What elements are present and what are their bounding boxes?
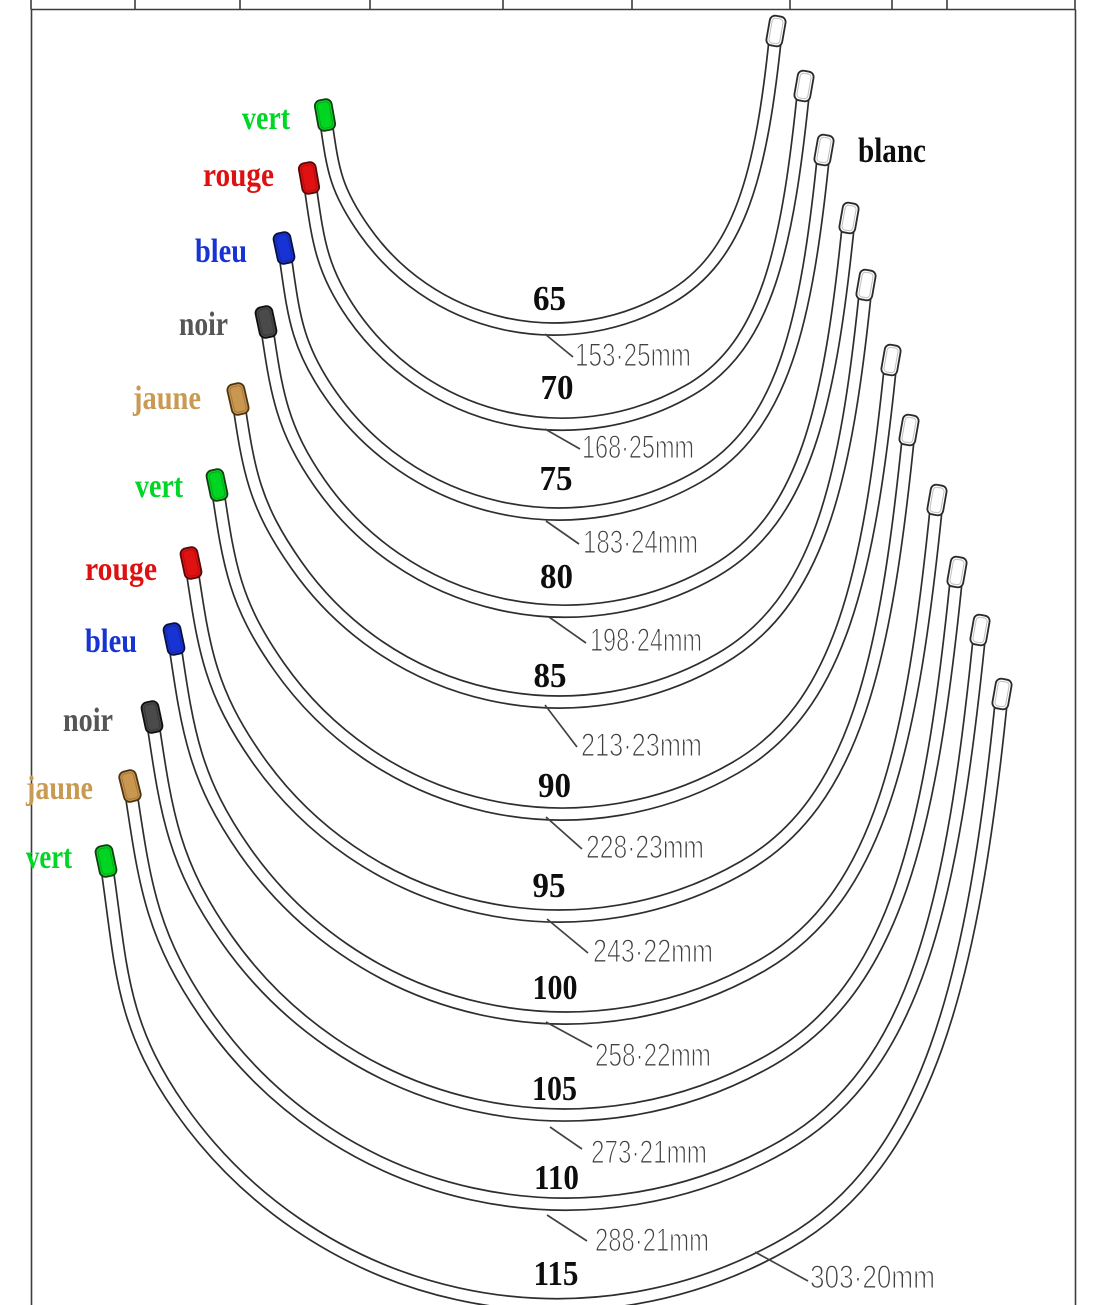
svg-text:noir: noir xyxy=(179,306,228,343)
svg-text:288·21mm: 288·21mm xyxy=(595,1222,709,1258)
svg-text:rouge: rouge xyxy=(203,157,274,194)
svg-text:70: 70 xyxy=(541,368,574,407)
svg-text:90: 90 xyxy=(538,766,571,805)
svg-text:vert: vert xyxy=(242,100,291,137)
svg-text:100: 100 xyxy=(533,968,578,1007)
svg-text:243·22mm: 243·22mm xyxy=(593,933,713,969)
svg-text:258·22mm: 258·22mm xyxy=(595,1037,711,1073)
svg-text:bleu: bleu xyxy=(195,233,247,270)
svg-text:168·25mm: 168·25mm xyxy=(582,429,694,465)
svg-text:105: 105 xyxy=(532,1069,577,1108)
svg-text:95: 95 xyxy=(533,866,566,905)
svg-text:303·20mm: 303·20mm xyxy=(810,1259,935,1295)
svg-text:vert: vert xyxy=(135,468,184,505)
svg-text:75: 75 xyxy=(540,459,573,498)
svg-text:213·23mm: 213·23mm xyxy=(581,727,702,763)
svg-text:vert: vert xyxy=(26,839,73,876)
svg-text:65: 65 xyxy=(533,279,566,318)
svg-text:jaune: jaune xyxy=(132,380,201,417)
svg-text:jaune: jaune xyxy=(25,770,93,807)
svg-text:110: 110 xyxy=(534,1158,579,1197)
svg-text:183·24mm: 183·24mm xyxy=(583,524,698,560)
svg-text:80: 80 xyxy=(540,557,573,596)
svg-text:noir: noir xyxy=(63,702,113,739)
svg-text:rouge: rouge xyxy=(85,551,157,588)
svg-text:198·24mm: 198·24mm xyxy=(590,622,702,658)
svg-text:85: 85 xyxy=(534,656,567,695)
svg-text:bleu: bleu xyxy=(85,623,137,660)
svg-text:115: 115 xyxy=(534,1254,579,1293)
svg-text:273·21mm: 273·21mm xyxy=(591,1134,707,1170)
svg-text:blanc: blanc xyxy=(858,131,926,170)
svg-text:153·25mm: 153·25mm xyxy=(575,337,691,373)
svg-text:228·23mm: 228·23mm xyxy=(586,829,704,865)
